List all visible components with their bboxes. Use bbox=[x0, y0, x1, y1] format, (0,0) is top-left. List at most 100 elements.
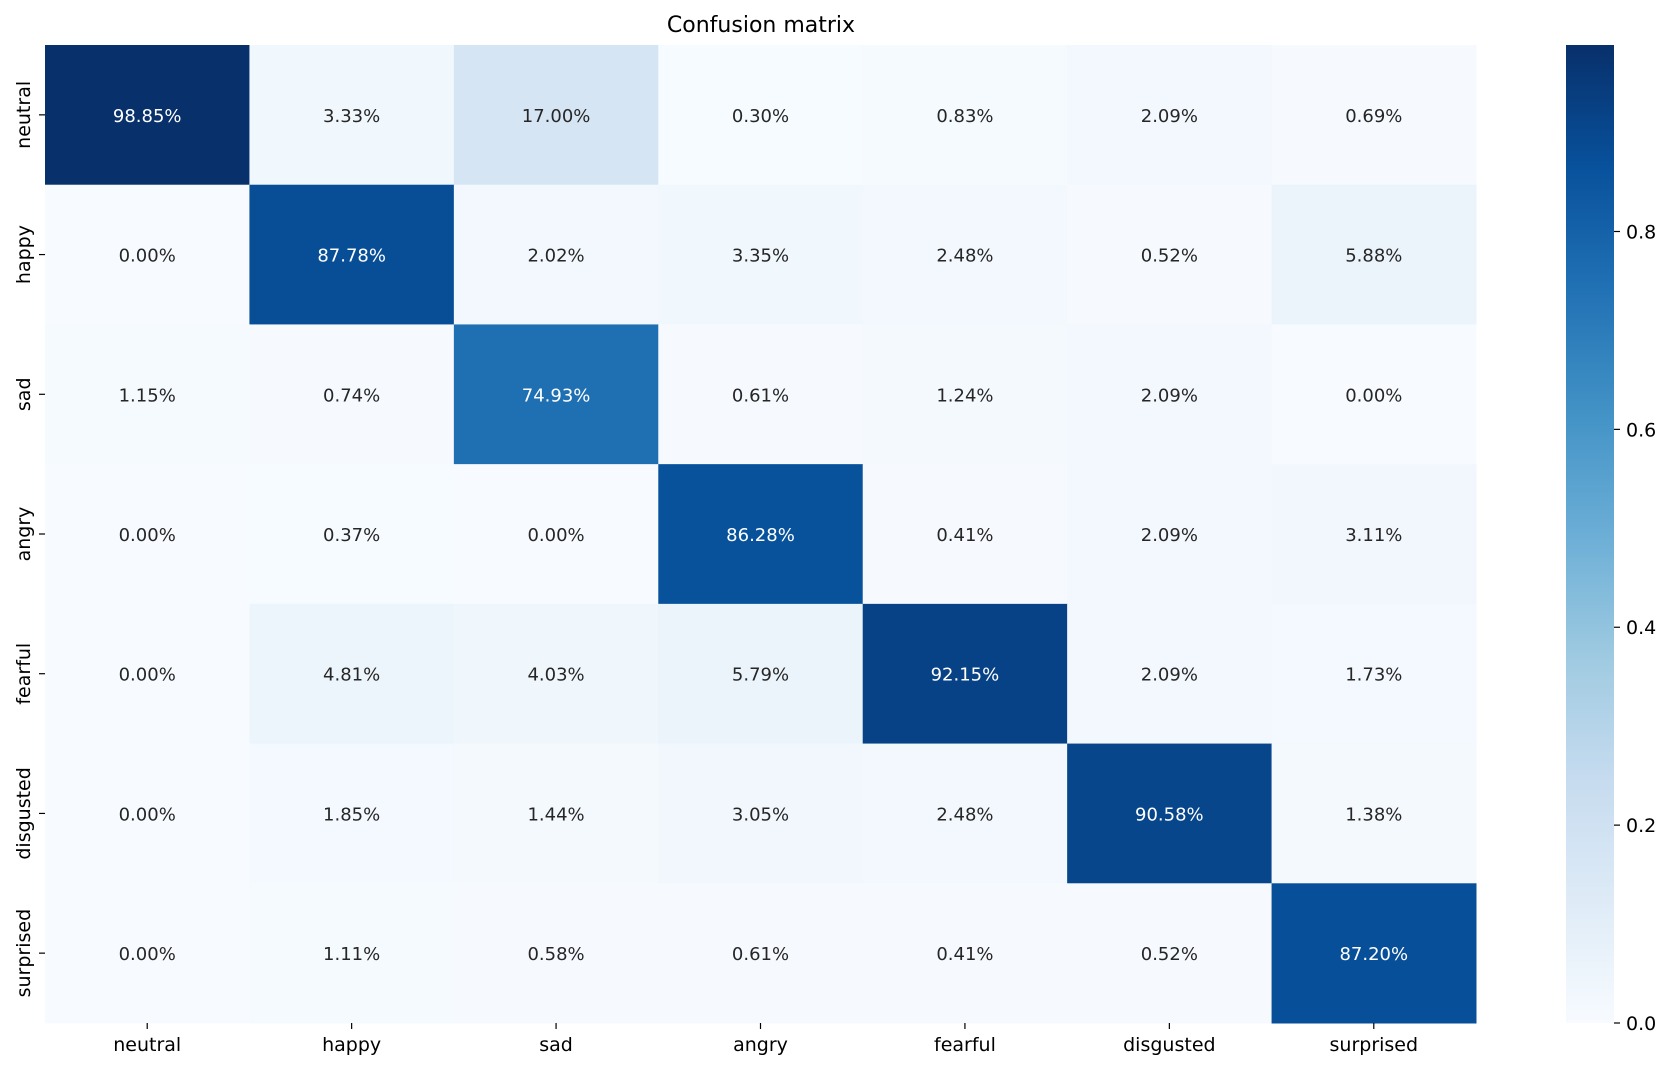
cell-annotation: 74.93% bbox=[522, 385, 591, 406]
cell-annotation: 2.09% bbox=[1141, 106, 1198, 127]
heatmap-cell bbox=[453, 603, 659, 745]
colorbar-tick-label: 0.6 bbox=[1626, 419, 1656, 441]
cell-annotations: 98.85% 3.33% 17.00% 0.30% 0.83% 2.09% 0.69% 0.0… bbox=[113, 106, 1408, 965]
heatmap-cell bbox=[1067, 743, 1273, 884]
cell-annotation: 0.52% bbox=[1141, 944, 1198, 965]
heatmap-cell bbox=[45, 883, 250, 1024]
cell-annotation: 2.48% bbox=[936, 804, 993, 825]
cell-annotation: 3.05% bbox=[732, 804, 789, 825]
cell-annotation: 1.38% bbox=[1345, 804, 1402, 825]
heatmap-cell bbox=[249, 45, 455, 186]
heatmap-cell bbox=[249, 464, 455, 605]
x-tick-label: surprised bbox=[1330, 1034, 1419, 1056]
heatmap-cell bbox=[249, 184, 455, 325]
heatmap-cell bbox=[1271, 743, 1477, 884]
cell-annotation: 0.00% bbox=[119, 804, 176, 825]
heatmap-cell bbox=[45, 184, 250, 325]
heatmap-cell bbox=[658, 743, 864, 884]
cell-annotation: 2.48% bbox=[936, 246, 993, 267]
heatmap-cell bbox=[1271, 184, 1477, 325]
heatmap-cell bbox=[249, 603, 455, 745]
cell-annotation: 0.52% bbox=[1141, 246, 1198, 267]
cell-annotation: 0.00% bbox=[119, 944, 176, 965]
x-tick-label: neutral bbox=[113, 1034, 181, 1056]
cell-annotation: 0.83% bbox=[936, 106, 993, 127]
heatmap-cell bbox=[1067, 184, 1273, 325]
cell-annotation: 3.35% bbox=[732, 246, 789, 267]
heatmap-cell bbox=[658, 324, 864, 465]
heatmap-cell bbox=[862, 184, 1068, 325]
y-tick-label: surprised bbox=[13, 909, 35, 998]
cell-annotation: 92.15% bbox=[931, 665, 1000, 686]
cell-annotation: 0.30% bbox=[732, 106, 789, 127]
cell-annotation: 2.09% bbox=[1141, 385, 1198, 406]
heatmap-cell bbox=[249, 883, 455, 1024]
cell-annotation: 0.00% bbox=[119, 246, 176, 267]
heatmap-cell bbox=[1067, 603, 1273, 745]
y-tick-label: sad bbox=[13, 377, 35, 411]
heatmap-cell bbox=[658, 45, 864, 186]
colorbar: 0.0 0.2 0.4 0.6 0.8 bbox=[1566, 45, 1656, 1035]
heatmap-cell bbox=[453, 45, 659, 186]
cell-annotation: 0.61% bbox=[732, 944, 789, 965]
cell-annotation: 2.09% bbox=[1141, 665, 1198, 686]
cell-annotation: 2.02% bbox=[527, 246, 584, 267]
heatmap-cell bbox=[45, 324, 250, 465]
heatmap-cell bbox=[862, 603, 1068, 745]
heatmap-cell bbox=[453, 743, 659, 884]
cell-annotation: 87.20% bbox=[1339, 944, 1408, 965]
cell-annotation: 1.85% bbox=[323, 804, 380, 825]
cell-annotation: 0.00% bbox=[119, 665, 176, 686]
cell-annotation: 90.58% bbox=[1135, 804, 1204, 825]
cell-annotation: 3.11% bbox=[1345, 525, 1402, 546]
heatmap-cell bbox=[862, 45, 1068, 186]
cell-annotation: 2.09% bbox=[1141, 525, 1198, 546]
cell-annotation: 0.58% bbox=[527, 944, 584, 965]
heatmap-cell bbox=[862, 883, 1068, 1024]
cell-annotation: 4.81% bbox=[323, 665, 380, 686]
y-tick-label: disgusted bbox=[13, 767, 35, 859]
cell-annotation: 1.24% bbox=[936, 385, 993, 406]
cell-annotation: 4.03% bbox=[527, 665, 584, 686]
cell-annotation: 5.79% bbox=[732, 665, 789, 686]
cell-annotation: 3.33% bbox=[323, 106, 380, 127]
heatmap-cell bbox=[658, 603, 864, 745]
cell-annotation: 87.78% bbox=[317, 246, 386, 267]
cell-annotation: 0.00% bbox=[527, 525, 584, 546]
cell-annotation: 0.41% bbox=[936, 525, 993, 546]
heatmap-cells bbox=[45, 45, 1477, 1024]
heatmap-cell bbox=[453, 324, 659, 465]
x-axis: neutral happy sad angry fearful disgusted surp… bbox=[113, 1023, 1418, 1056]
heatmap-cell bbox=[1271, 603, 1477, 745]
cell-annotation: 0.37% bbox=[323, 525, 380, 546]
heatmap-cell bbox=[658, 464, 864, 605]
heatmap-cell bbox=[453, 184, 659, 325]
colorbar-tick-label: 0.4 bbox=[1626, 617, 1656, 639]
colorbar-gradient bbox=[1566, 45, 1614, 1023]
chart-title: Confusion matrix bbox=[667, 13, 855, 38]
cell-annotation: 0.00% bbox=[1345, 385, 1402, 406]
cell-annotation: 5.88% bbox=[1345, 246, 1402, 267]
heatmap-cell bbox=[45, 464, 250, 605]
colorbar-tick-label: 0.0 bbox=[1626, 1013, 1656, 1035]
heatmap-cell bbox=[862, 743, 1068, 884]
heatmap-cell bbox=[1067, 883, 1273, 1024]
y-tick-label: fearful bbox=[13, 643, 35, 705]
x-tick-label: sad bbox=[539, 1034, 573, 1056]
heatmap-cell bbox=[1271, 324, 1477, 465]
heatmap-cell bbox=[1271, 883, 1477, 1024]
y-axis: neutral happy sad angry fearful disgusted surp… bbox=[13, 81, 45, 998]
heatmap-cell bbox=[1271, 464, 1477, 605]
heatmap-cell bbox=[453, 883, 659, 1024]
cell-annotation: 1.11% bbox=[323, 944, 380, 965]
heatmap-cell bbox=[249, 743, 455, 884]
heatmap-cell bbox=[1067, 324, 1273, 465]
cell-annotation: 0.61% bbox=[732, 385, 789, 406]
cell-annotation: 0.00% bbox=[119, 525, 176, 546]
cell-annotation: 0.74% bbox=[323, 385, 380, 406]
heatmap-cell bbox=[249, 324, 455, 465]
cell-annotation: 86.28% bbox=[726, 525, 795, 546]
x-tick-label: happy bbox=[322, 1034, 381, 1056]
